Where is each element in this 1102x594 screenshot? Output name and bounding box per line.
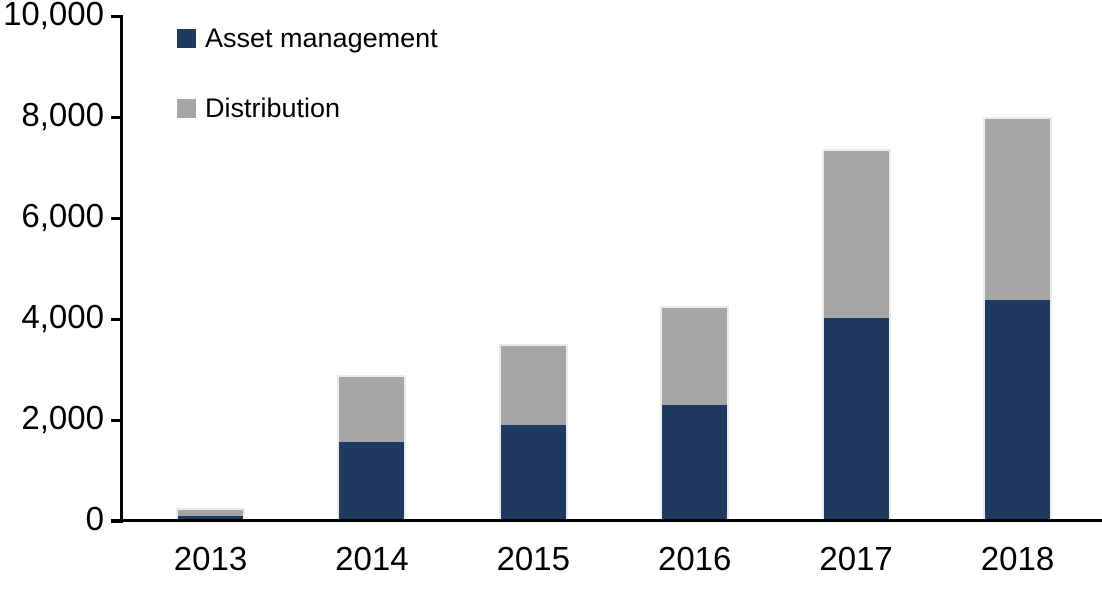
y-tick-mark xyxy=(111,15,123,18)
y-tick-label: 8,000 xyxy=(21,96,104,133)
y-axis-line xyxy=(120,16,123,522)
y-tick-mark xyxy=(111,217,123,220)
bar-2014 xyxy=(337,375,407,521)
y-tick-label: 10,000 xyxy=(3,0,104,32)
bar-2016 xyxy=(660,306,730,521)
bar-segment-asset-management-2018 xyxy=(985,300,1050,521)
bar-segment-distribution-2013 xyxy=(178,510,243,516)
bar-segment-distribution-2015 xyxy=(500,346,566,425)
legend-item-asset-management: Asset management xyxy=(177,22,438,54)
y-tick-mark xyxy=(111,318,123,321)
x-tick-label-2017: 2017 xyxy=(819,540,893,577)
x-tick-label-2014: 2014 xyxy=(335,540,409,577)
bar-segment-asset-management-2017 xyxy=(823,318,889,521)
bar-2015 xyxy=(498,344,568,521)
bar-2017 xyxy=(821,149,891,521)
legend-swatch-icon xyxy=(177,28,196,48)
bar-segment-asset-management-2014 xyxy=(339,442,405,521)
y-tick-label: 2,000 xyxy=(21,399,104,436)
y-tick-label: 0 xyxy=(85,500,104,537)
bar-segment-distribution-2017 xyxy=(823,151,889,318)
bar-2013 xyxy=(176,508,245,521)
bar-segment-distribution-2018 xyxy=(985,119,1050,300)
x-tick-label-2016: 2016 xyxy=(657,540,732,577)
x-axis-line xyxy=(111,519,1102,522)
legend-label: Asset management xyxy=(205,23,438,53)
bar-segment-asset-management-2016 xyxy=(662,405,728,521)
y-tick-mark xyxy=(111,520,123,523)
x-tick-label-2018: 2018 xyxy=(980,540,1055,577)
legend-item-distribution: Distribution xyxy=(177,92,438,124)
y-tick-label: 4,000 xyxy=(21,298,104,335)
legend: Asset management Distribution xyxy=(177,22,438,124)
bar-segment-distribution-2014 xyxy=(339,377,405,442)
bar-segment-asset-management-2013 xyxy=(178,516,243,521)
y-tick-mark xyxy=(111,116,123,119)
x-tick-label-2015: 2015 xyxy=(496,540,570,577)
y-tick-label: 6,000 xyxy=(21,197,104,234)
x-tick-label-2013: 2013 xyxy=(173,540,248,577)
legend-label: Distribution xyxy=(205,93,341,123)
bar-segment-distribution-2016 xyxy=(662,308,728,405)
y-tick-mark xyxy=(111,419,123,422)
legend-swatch-icon xyxy=(177,98,196,118)
bar-2018 xyxy=(983,117,1052,521)
bar-segment-asset-management-2015 xyxy=(500,425,566,521)
